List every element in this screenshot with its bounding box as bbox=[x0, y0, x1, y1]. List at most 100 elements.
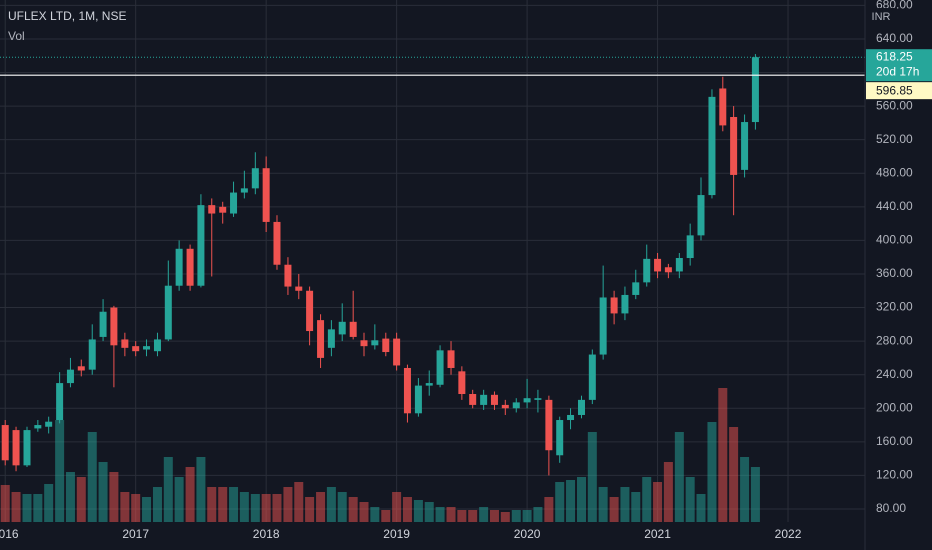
candle-body bbox=[751, 57, 759, 123]
candle-body bbox=[317, 320, 325, 358]
volume-bar bbox=[740, 457, 750, 522]
candle-body bbox=[143, 346, 151, 350]
volume-bar bbox=[174, 477, 184, 522]
y-tick-label: 480.00 bbox=[876, 165, 913, 179]
volume-bar bbox=[435, 507, 445, 522]
x-tick-label: 2020 bbox=[514, 527, 541, 541]
volume-bar bbox=[511, 510, 521, 522]
candle-body bbox=[686, 235, 694, 259]
candle-body bbox=[240, 188, 248, 193]
volume-bar bbox=[707, 422, 717, 522]
volume-bar bbox=[11, 492, 21, 522]
candle-body bbox=[164, 285, 172, 340]
volume-bar bbox=[152, 487, 162, 522]
volume-bar bbox=[609, 497, 619, 522]
x-tick-label: 2016 bbox=[0, 527, 19, 541]
y-tick-label: 120.00 bbox=[876, 468, 913, 482]
y-tick-label: 320.00 bbox=[876, 300, 913, 314]
candle-body bbox=[501, 404, 509, 409]
volume-bar bbox=[337, 492, 347, 522]
candle-body bbox=[273, 221, 281, 265]
volume-bar bbox=[576, 477, 586, 522]
x-tick-label: 2022 bbox=[775, 527, 802, 541]
volume-bar bbox=[653, 482, 663, 522]
candle-body bbox=[447, 350, 455, 368]
candle-body bbox=[34, 425, 42, 429]
candle-body bbox=[121, 339, 129, 348]
candle-body bbox=[490, 394, 498, 405]
candle-body bbox=[610, 297, 618, 314]
candle-body bbox=[251, 168, 259, 189]
candle-body bbox=[77, 366, 85, 371]
candle-body bbox=[371, 340, 379, 346]
volume-bar bbox=[500, 512, 510, 522]
candle-body bbox=[45, 421, 53, 427]
y-tick-label: 200.00 bbox=[876, 400, 913, 414]
volume-bar bbox=[555, 482, 565, 522]
last-price-box bbox=[866, 49, 932, 82]
candle-body bbox=[741, 122, 749, 170]
candle-body bbox=[708, 96, 716, 196]
y-tick-label: 560.00 bbox=[876, 98, 913, 112]
countdown: 20d 17h bbox=[876, 64, 919, 78]
volume-bar bbox=[468, 510, 478, 522]
candle-body bbox=[577, 399, 585, 415]
candle-body bbox=[403, 367, 411, 414]
candle-body bbox=[186, 248, 194, 286]
volume-bar bbox=[566, 480, 576, 522]
candle-body bbox=[567, 414, 575, 421]
candle-body bbox=[197, 205, 205, 286]
candle-body bbox=[338, 321, 346, 335]
chart-title: UFLEX LTD, 1M, NSE bbox=[8, 9, 126, 23]
candle-body bbox=[56, 383, 64, 421]
candle-body bbox=[66, 369, 74, 384]
volume-bar bbox=[196, 457, 206, 522]
candle-body bbox=[621, 294, 629, 314]
volume-bar bbox=[642, 477, 652, 522]
volume-bar bbox=[326, 487, 336, 522]
candle-body bbox=[99, 311, 107, 337]
volume-bar bbox=[479, 507, 489, 522]
candle-body bbox=[393, 338, 401, 366]
volume-bar bbox=[55, 420, 65, 522]
candle-body bbox=[219, 206, 227, 213]
candle-body bbox=[664, 267, 672, 273]
volume-bar bbox=[587, 432, 597, 522]
candle-body bbox=[469, 393, 477, 405]
volume-bar bbox=[674, 432, 684, 522]
y-tick-label: 240.00 bbox=[876, 367, 913, 381]
hline-box bbox=[866, 82, 932, 100]
candle-body bbox=[110, 307, 118, 346]
candle-body bbox=[545, 399, 553, 451]
candle-body bbox=[425, 383, 433, 386]
volume-layer bbox=[0, 388, 760, 522]
y-tick-label: 360.00 bbox=[876, 266, 913, 280]
volume-bar bbox=[370, 507, 380, 522]
x-tick-label: 2019 bbox=[383, 527, 410, 541]
candle-body bbox=[349, 321, 357, 337]
volume-bar bbox=[250, 494, 260, 522]
volume-bar bbox=[185, 467, 195, 522]
y-tick-label: 160.00 bbox=[876, 434, 913, 448]
volume-bar bbox=[544, 497, 554, 522]
x-tick-label: 2017 bbox=[122, 527, 149, 541]
candle-body bbox=[719, 88, 727, 126]
volume-bar bbox=[98, 462, 108, 522]
volume-bar bbox=[218, 487, 228, 522]
candle-body bbox=[730, 117, 738, 175]
volume-bar bbox=[65, 472, 75, 522]
volume-bar bbox=[685, 477, 695, 522]
candle-body bbox=[556, 420, 564, 456]
volume-bar bbox=[413, 500, 423, 522]
y-tick-label: 440.00 bbox=[876, 199, 913, 213]
candle-body bbox=[230, 192, 238, 214]
grid bbox=[0, 0, 865, 522]
candle-body bbox=[132, 346, 140, 352]
volume-bar bbox=[316, 492, 326, 522]
candle-body bbox=[480, 394, 488, 405]
volume-bar bbox=[620, 487, 630, 522]
volume-bar bbox=[402, 497, 412, 522]
y-tick-label: 280.00 bbox=[876, 333, 913, 347]
